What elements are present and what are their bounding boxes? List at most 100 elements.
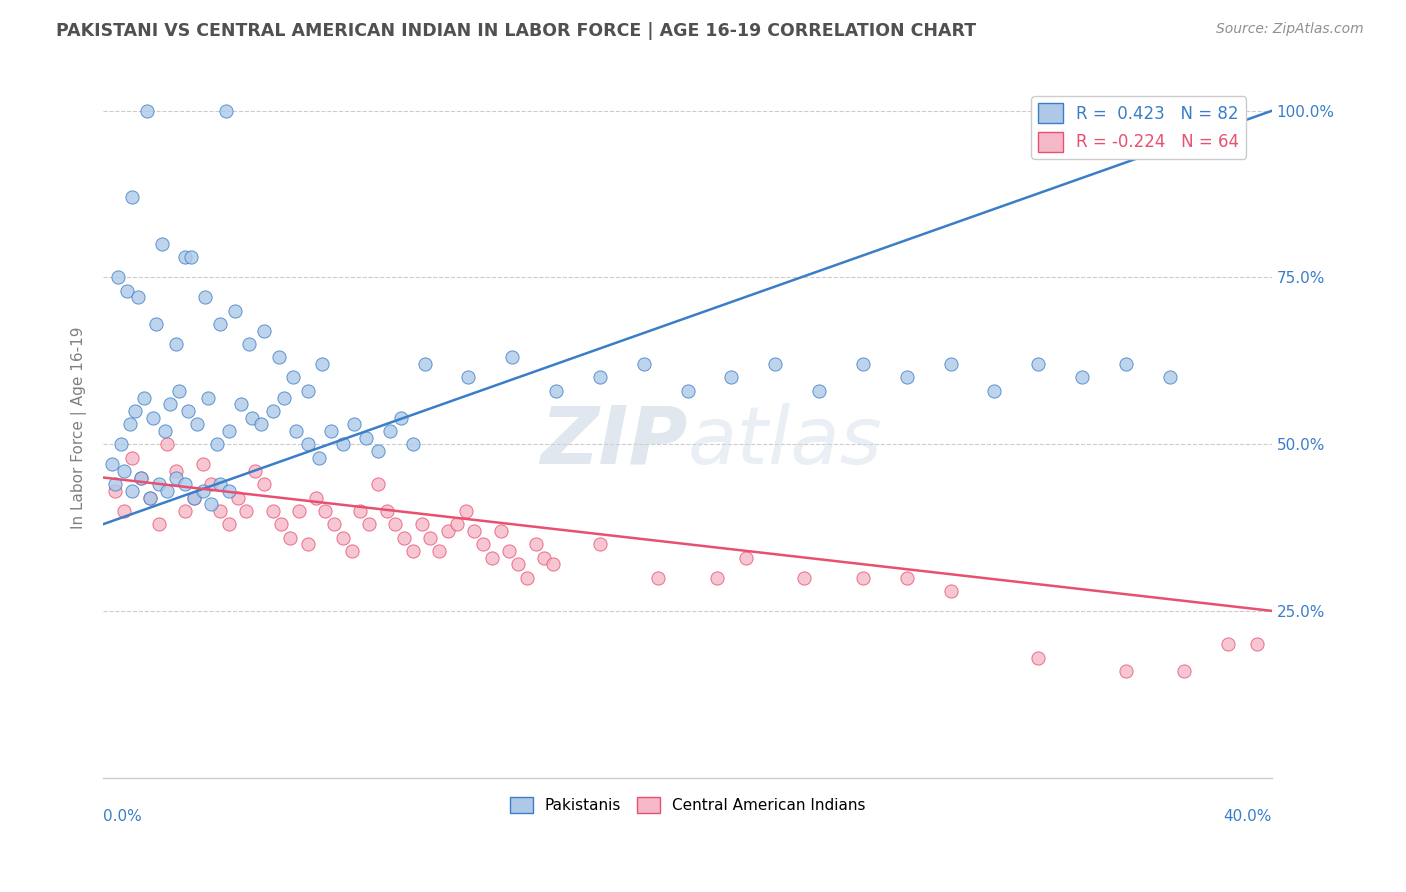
Point bbox=[215, 103, 238, 118]
Point bbox=[343, 417, 366, 432]
Point bbox=[148, 477, 170, 491]
Point bbox=[129, 470, 152, 484]
Text: ZIP: ZIP bbox=[540, 402, 688, 481]
Point bbox=[706, 570, 728, 584]
Point bbox=[238, 337, 260, 351]
Point bbox=[127, 290, 149, 304]
Point bbox=[389, 410, 412, 425]
Point bbox=[1115, 664, 1137, 678]
Point bbox=[209, 504, 232, 518]
Point bbox=[129, 470, 152, 484]
Point bbox=[177, 404, 200, 418]
Point bbox=[139, 491, 162, 505]
Point bbox=[427, 544, 450, 558]
Point bbox=[165, 337, 187, 351]
Point bbox=[437, 524, 460, 538]
Point bbox=[793, 570, 815, 584]
Legend: Pakistanis, Central American Indians: Pakistanis, Central American Indians bbox=[503, 790, 872, 819]
Point bbox=[240, 410, 263, 425]
Point bbox=[367, 477, 389, 491]
Point bbox=[107, 270, 129, 285]
Point bbox=[1071, 370, 1094, 384]
Point bbox=[647, 570, 669, 584]
Point bbox=[112, 464, 135, 478]
Text: 0.0%: 0.0% bbox=[103, 809, 142, 824]
Point bbox=[273, 391, 295, 405]
Point bbox=[267, 351, 290, 365]
Point bbox=[481, 550, 503, 565]
Point bbox=[516, 570, 538, 584]
Point bbox=[270, 517, 292, 532]
Point bbox=[150, 237, 173, 252]
Point bbox=[533, 550, 555, 565]
Point bbox=[524, 537, 547, 551]
Point bbox=[165, 470, 187, 484]
Point bbox=[1159, 370, 1181, 384]
Point bbox=[541, 558, 564, 572]
Point bbox=[121, 483, 143, 498]
Point bbox=[1115, 357, 1137, 371]
Point bbox=[498, 544, 520, 558]
Point bbox=[501, 351, 523, 365]
Point bbox=[546, 384, 568, 398]
Text: PAKISTANI VS CENTRAL AMERICAN INDIAN IN LABOR FORCE | AGE 16-19 CORRELATION CHAR: PAKISTANI VS CENTRAL AMERICAN INDIAN IN … bbox=[56, 22, 976, 40]
Point bbox=[454, 504, 477, 518]
Point bbox=[205, 437, 228, 451]
Point bbox=[305, 491, 328, 505]
Point bbox=[506, 558, 529, 572]
Point bbox=[340, 544, 363, 558]
Point bbox=[183, 491, 205, 505]
Point bbox=[367, 443, 389, 458]
Point bbox=[118, 417, 141, 432]
Point bbox=[384, 517, 406, 532]
Point bbox=[165, 464, 187, 478]
Point bbox=[589, 370, 612, 384]
Point bbox=[308, 450, 330, 465]
Point bbox=[104, 477, 127, 491]
Point bbox=[253, 477, 276, 491]
Point bbox=[1026, 357, 1049, 371]
Point bbox=[253, 324, 276, 338]
Point bbox=[735, 550, 758, 565]
Point bbox=[167, 384, 190, 398]
Point bbox=[1246, 637, 1268, 651]
Point bbox=[457, 370, 479, 384]
Point bbox=[235, 504, 257, 518]
Point bbox=[112, 504, 135, 518]
Point bbox=[139, 491, 162, 505]
Point bbox=[402, 437, 425, 451]
Point bbox=[896, 370, 918, 384]
Point bbox=[676, 384, 699, 398]
Point bbox=[1173, 664, 1195, 678]
Point bbox=[314, 504, 336, 518]
Point bbox=[191, 457, 214, 471]
Point bbox=[194, 290, 217, 304]
Point bbox=[174, 477, 197, 491]
Point bbox=[243, 464, 266, 478]
Point bbox=[104, 483, 127, 498]
Point bbox=[983, 384, 1005, 398]
Point bbox=[278, 531, 301, 545]
Point bbox=[896, 570, 918, 584]
Point bbox=[250, 417, 273, 432]
Point bbox=[218, 424, 240, 438]
Point bbox=[156, 483, 179, 498]
Point bbox=[288, 504, 311, 518]
Point bbox=[136, 103, 159, 118]
Point bbox=[159, 397, 181, 411]
Point bbox=[229, 397, 252, 411]
Point bbox=[174, 504, 197, 518]
Point bbox=[209, 477, 232, 491]
Point bbox=[375, 504, 398, 518]
Point bbox=[153, 424, 176, 438]
Point bbox=[359, 517, 381, 532]
Point bbox=[472, 537, 495, 551]
Point bbox=[121, 450, 143, 465]
Point bbox=[332, 531, 354, 545]
Point bbox=[121, 190, 143, 204]
Point bbox=[145, 317, 167, 331]
Point bbox=[285, 424, 308, 438]
Point bbox=[218, 517, 240, 532]
Point bbox=[411, 517, 433, 532]
Point bbox=[323, 517, 346, 532]
